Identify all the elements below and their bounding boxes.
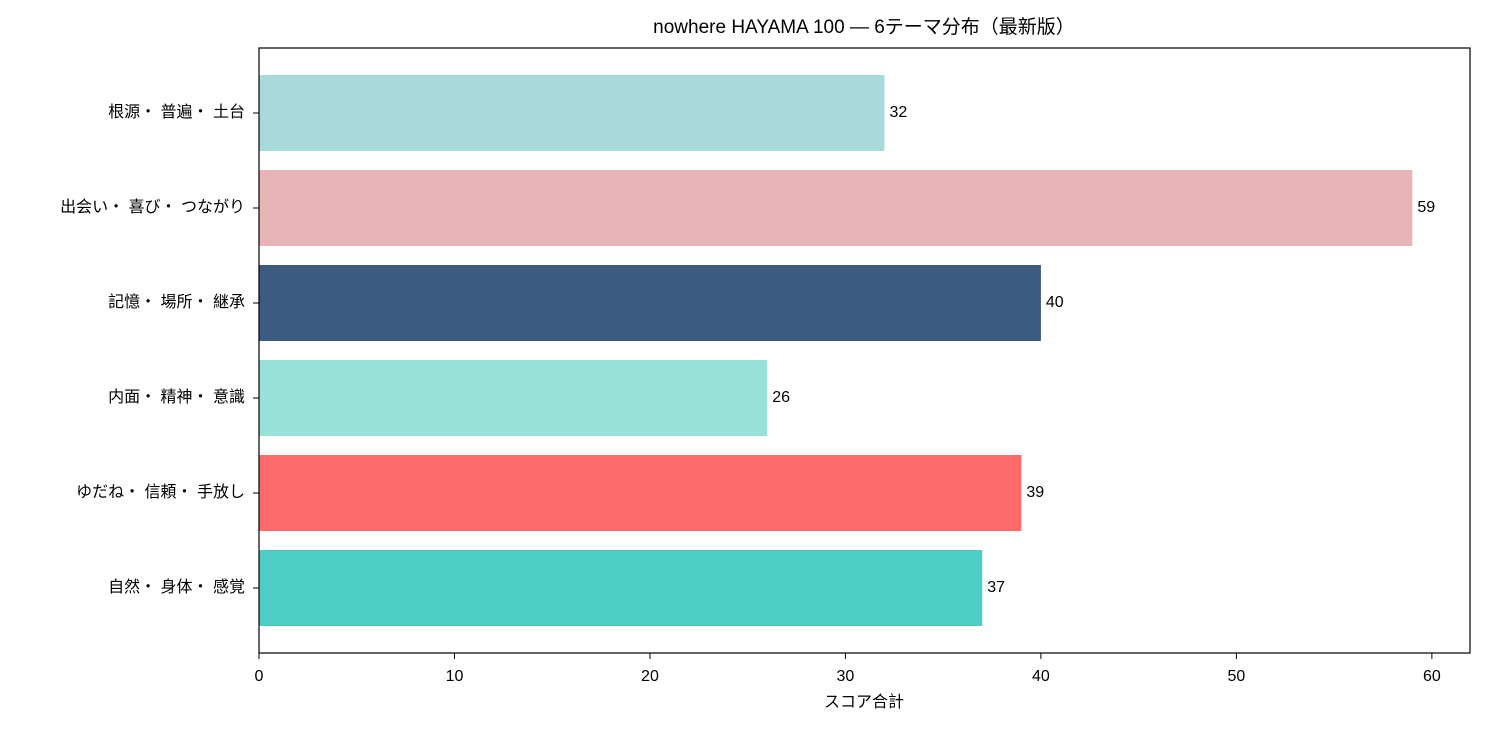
bar	[259, 360, 768, 436]
y-tick-label: 根源・ 普遍・ 土台	[108, 103, 245, 121]
x-tick-label: 10	[446, 668, 464, 685]
y-tick-label: 記憶・ 場所・ 継承	[108, 293, 245, 311]
x-tick-label: 0	[255, 668, 264, 685]
data-label: 32	[890, 104, 908, 121]
bar	[259, 170, 1413, 246]
bar	[259, 550, 983, 626]
x-tick-label: 50	[1228, 668, 1246, 685]
x-tick-label: 20	[641, 668, 659, 685]
x-tick-label: 30	[837, 668, 855, 685]
y-tick-label: ゆだね・ 信頼・ 手放し	[76, 483, 245, 501]
data-label: 37	[987, 579, 1005, 596]
data-label: 59	[1417, 199, 1435, 216]
data-label: 26	[772, 389, 790, 406]
y-tick-label: 出会い・ 喜び・ つながり	[60, 198, 245, 216]
bar	[259, 265, 1041, 341]
x-tick-label: 40	[1032, 668, 1050, 685]
bar	[259, 455, 1022, 531]
plot-frame	[258, 47, 1471, 654]
y-tick-label: 内面・ 精神・ 意識	[108, 387, 245, 406]
x-axis-label: スコア合計	[824, 693, 904, 711]
x-tick-label: 60	[1423, 668, 1441, 685]
y-tick-label: 自然・ 身体・ 感覚	[108, 578, 245, 596]
data-label: 39	[1026, 484, 1044, 501]
chart-title: nowhere HAYAMA 100 — 6テーマ分布（最新版）	[653, 16, 1075, 38]
data-label: 40	[1046, 294, 1064, 311]
bar	[259, 75, 885, 151]
